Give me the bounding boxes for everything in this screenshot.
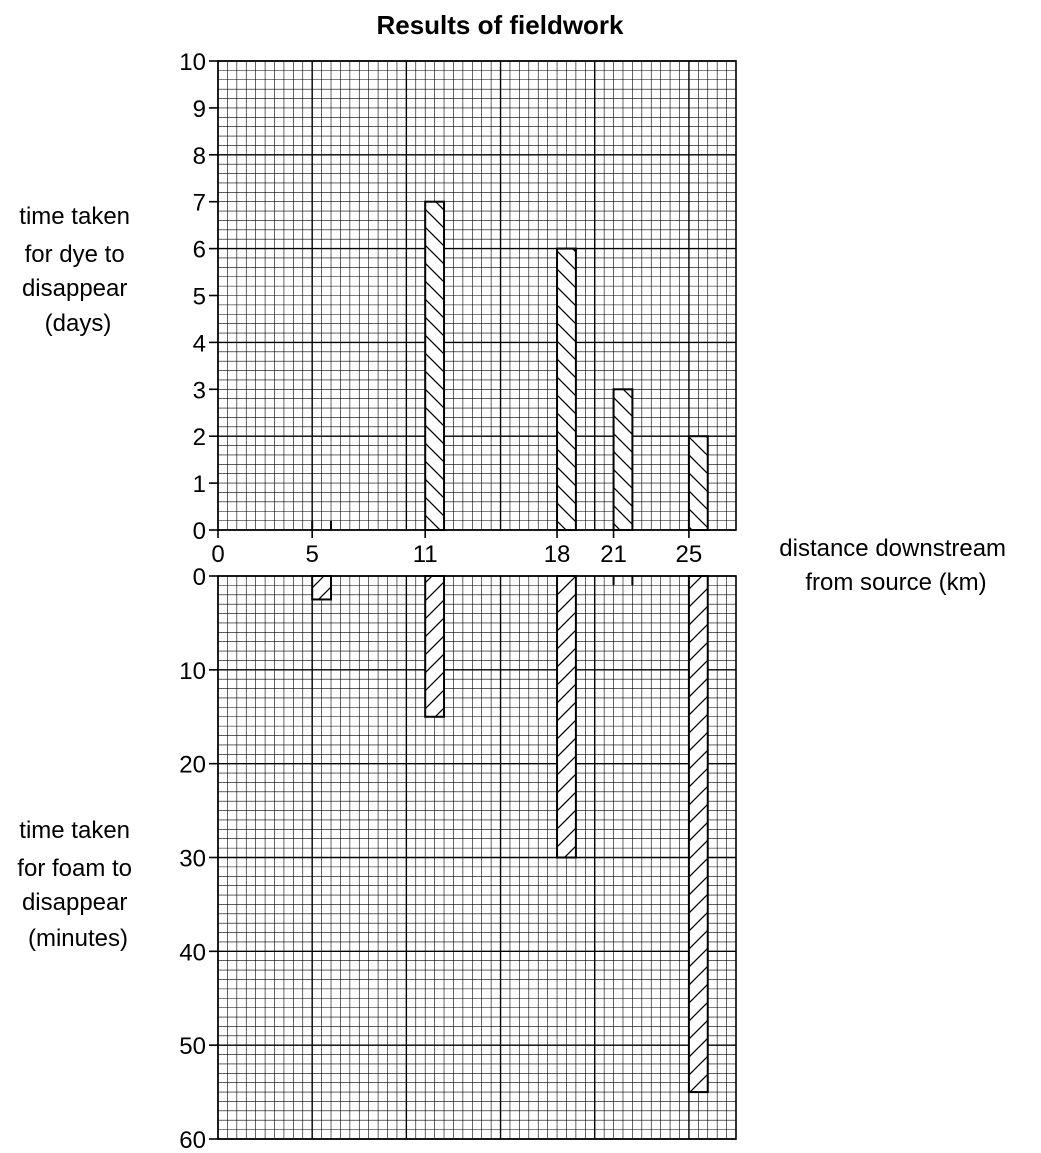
foam-y-tick-label: 30 bbox=[179, 846, 206, 873]
x-tick-label: 25 bbox=[676, 541, 703, 568]
dye-y-tick-label: 4 bbox=[193, 330, 206, 357]
dye-bar bbox=[424, 200, 446, 531]
foam-bar bbox=[424, 575, 446, 718]
foam-y-ticks: 0 10 20 30 40 50 60 bbox=[179, 564, 218, 1153]
x-tick-label: 18 bbox=[544, 541, 571, 568]
foam-y-tick-label: 50 bbox=[179, 1033, 206, 1060]
dye-y-tick-label: 2 bbox=[193, 424, 206, 451]
dye-y-ticks: 0 1 2 3 4 5 6 7 8 9 10 bbox=[179, 49, 218, 545]
foam-bars bbox=[311, 575, 709, 1094]
foam-y-tick-label: 20 bbox=[179, 752, 206, 779]
foam-y-tick-label: 40 bbox=[179, 939, 206, 966]
dye-y-tick-label: 5 bbox=[193, 284, 206, 311]
dye-bars bbox=[311, 200, 709, 532]
foam-y-axis-label: time taken for foam to disappear (minute… bbox=[17, 817, 138, 952]
foam-bar bbox=[687, 575, 709, 1094]
x-tick-label: 5 bbox=[306, 541, 319, 568]
dye-y-tick-label: 8 bbox=[193, 143, 206, 170]
dye-bar bbox=[612, 388, 634, 531]
dye-y-tick-label: 3 bbox=[193, 377, 206, 404]
bottom-panel-grid bbox=[217, 575, 737, 1140]
top-panel-grid bbox=[217, 60, 737, 531]
dye-y-tick-label: 7 bbox=[193, 190, 206, 217]
x-axis-label: distance downstream from source (km) bbox=[779, 535, 1012, 596]
dye-y-tick-label: 6 bbox=[193, 237, 206, 264]
x-tick-label: 0 bbox=[211, 541, 224, 568]
dye-y-tick-label: 1 bbox=[193, 471, 206, 498]
x-tick-label: 21 bbox=[600, 541, 627, 568]
foam-y-tick-label: 60 bbox=[179, 1127, 206, 1153]
foam-y-tick-label: 0 bbox=[193, 564, 206, 591]
dye-y-tick-label: 10 bbox=[179, 49, 206, 76]
dye-bar bbox=[687, 435, 709, 532]
dye-bar bbox=[556, 247, 577, 531]
foam-y-tick-label: 10 bbox=[179, 658, 206, 685]
dye-y-axis-label: time taken for dye to disappear (days) bbox=[19, 203, 136, 337]
x-tick-label: 11 bbox=[413, 541, 438, 568]
foam-bar bbox=[556, 575, 577, 859]
foam-bar bbox=[311, 575, 333, 601]
dye-y-tick-label: 9 bbox=[193, 96, 206, 123]
chart-title: Results of fieldwork bbox=[376, 10, 624, 40]
x-ticks: 0 5 11 18 21 25 bbox=[211, 530, 702, 568]
dye-y-tick-label: 0 bbox=[193, 518, 206, 545]
